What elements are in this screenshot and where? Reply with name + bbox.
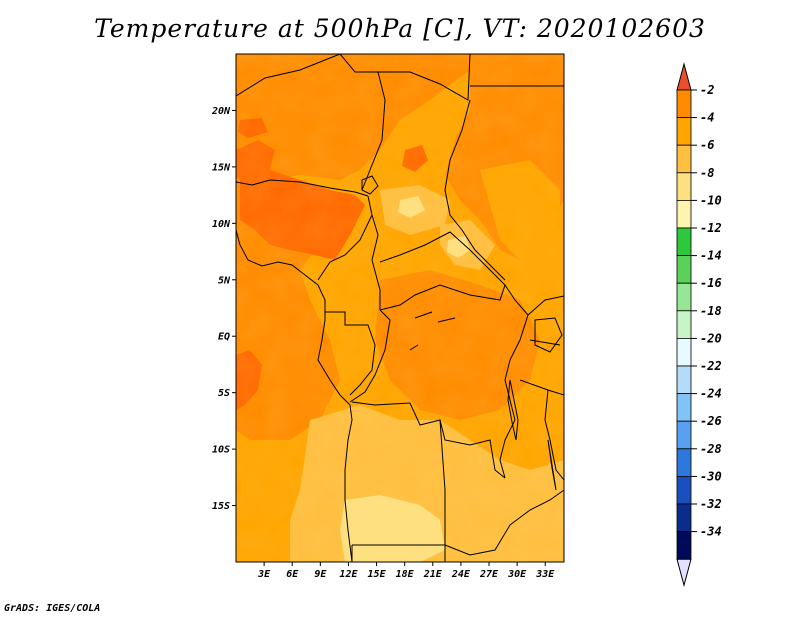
colorbar-label: -28	[700, 442, 722, 456]
colorbar-swatch	[676, 227, 692, 257]
colorbar-swatch	[676, 89, 692, 119]
lat-tick-label: EQ	[218, 332, 230, 343]
colorbar-label: -4	[700, 111, 714, 125]
colorbar-label: -24	[700, 387, 722, 401]
border-niger-chad	[361, 71, 386, 191]
border-cameroon-chad	[371, 214, 381, 310]
border-namibia	[351, 545, 446, 562]
map-frame	[235, 53, 565, 563]
colorbar-swatch	[676, 448, 692, 477]
lake-malawi	[547, 439, 557, 491]
colorbar-swatch	[676, 393, 692, 422]
colorbar-swatch	[676, 117, 692, 146]
lat-tick-label: 15S	[212, 501, 230, 512]
software-credit: GrADS: IGES/COLA	[4, 603, 101, 614]
lon-tick-label: 33E	[535, 569, 555, 580]
congo-river-marks	[409, 311, 456, 351]
chart-title: Temperature at 500hPa [C], VT: 202010260…	[94, 14, 706, 43]
colorbar-swatch	[676, 365, 692, 395]
temperature-field	[236, 54, 564, 562]
colorbar-label: -12	[700, 221, 722, 235]
colorbar: -2 -4 -6 -8 -10 -12 -14 -16 -18 -20 -22 -24 -26 -28 -3…	[676, 62, 722, 588]
lake-tanganyika	[507, 379, 519, 441]
lon-tick-label: 18E	[396, 569, 415, 580]
colorbar-swatch	[676, 282, 692, 312]
border-libya-niger	[339, 54, 471, 101]
colorbar-swatch	[676, 310, 692, 339]
lon-tick-label: 24E	[451, 569, 471, 580]
colorbar-label: -20	[700, 331, 722, 345]
colorbar-max-arrow	[676, 62, 692, 91]
border-algeria-niger	[236, 54, 341, 97]
colorbar-swatch	[676, 531, 692, 560]
latitude-axis: 20N 15N 10N 5N EQ 5S 10S 15S	[211, 106, 236, 512]
lon-tick-label: 12E	[339, 569, 358, 580]
colorbar-swatch	[676, 420, 692, 450]
colorbar-label: -34	[700, 525, 722, 539]
border-nigeria-cameroon	[317, 195, 373, 281]
lon-tick-label: 30E	[507, 569, 527, 580]
lat-tick-label: 5N	[218, 275, 231, 286]
border-gabon-congo	[325, 311, 376, 396]
border-zambia-south	[444, 489, 564, 556]
lat-tick-label: 15N	[212, 162, 231, 173]
border-drc-angola	[351, 401, 506, 479]
border-east-africa	[519, 295, 564, 481]
colorbar-label: -16	[700, 276, 722, 290]
field-texture	[236, 54, 564, 562]
colorbar-label: -10	[700, 193, 722, 207]
border-niger-nigeria	[236, 179, 369, 197]
lon-tick-label: 9E	[314, 569, 327, 580]
lon-tick-label: 6E	[286, 569, 299, 580]
colorbar-label: -8	[700, 166, 714, 180]
border-congo-drc	[349, 309, 391, 403]
colorbar-swatch	[676, 172, 692, 201]
colorbar-label: -18	[700, 304, 722, 318]
colorbar-label: -32	[700, 497, 722, 511]
colorbar-min-arrow	[676, 558, 692, 588]
colorbar-label: -30	[700, 469, 722, 483]
lon-tick-label: 27E	[479, 569, 499, 580]
lake-chad	[361, 175, 379, 195]
colorbar-label: -6	[700, 138, 714, 152]
lat-tick-label: 10S	[212, 445, 230, 456]
lon-tick-label: 21E	[423, 569, 443, 580]
colorbar-label: -2	[700, 83, 714, 97]
lat-tick-label: 20N	[211, 106, 231, 117]
colorbar-label: -26	[700, 414, 722, 428]
colorbar-swatch	[676, 255, 692, 284]
colorbar-swatch	[676, 503, 692, 533]
colorbar-swatch	[676, 144, 692, 174]
colorbar-swatch	[676, 475, 692, 505]
colorbar-label: -22	[700, 359, 722, 373]
border-angola-zambia	[352, 419, 446, 546]
colorbar-swatch	[676, 337, 692, 367]
lat-tick-label: 5S	[218, 388, 230, 399]
lake-victoria	[534, 317, 563, 353]
colorbar-label: -14	[700, 249, 722, 263]
lon-tick-label: 3E	[257, 569, 271, 580]
border-chad-sudan	[444, 85, 564, 281]
country-boundaries	[236, 54, 564, 562]
longitude-axis: 3E 6E 9E 12E 15E 18E 21E 24E 27E 30E 33E	[257, 562, 555, 580]
coastline-west	[236, 229, 353, 562]
colorbar-swatch	[676, 199, 692, 229]
lon-tick-label: 15E	[368, 569, 387, 580]
border-drc-east	[499, 284, 529, 479]
lat-tick-label: 10N	[212, 219, 231, 230]
